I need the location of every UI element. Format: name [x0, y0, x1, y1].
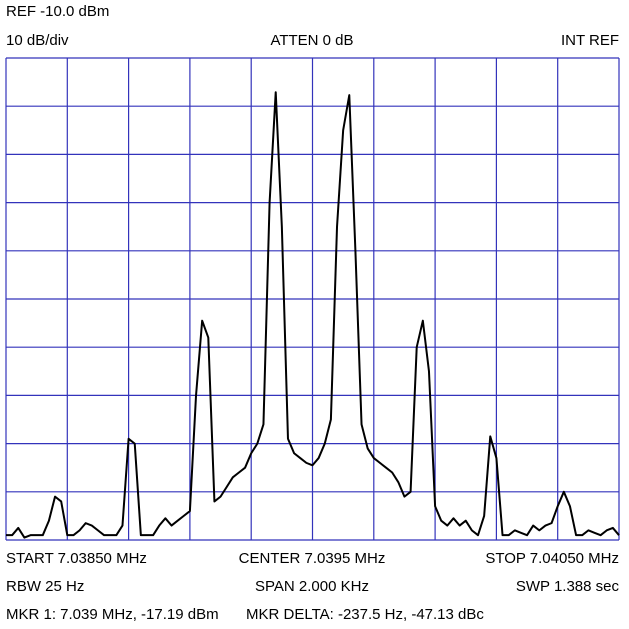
center-freq: CENTER 7.0395 MHz	[239, 550, 386, 567]
sweep: SWP 1.388 sec	[516, 578, 620, 595]
marker-delta: MKR DELTA: -237.5 Hz, -47.13 dBc	[246, 606, 484, 623]
span: SPAN 2.000 KHz	[255, 578, 369, 595]
trace	[6, 91, 620, 539]
stop-freq: STOP 7.04050 MHz	[485, 550, 619, 567]
rbw: RBW 25 Hz	[6, 578, 84, 595]
attenuation: ATTEN 0 dB	[270, 32, 353, 49]
scale: 10 dB/div	[6, 32, 69, 49]
ref-level: REF -10.0 dBm	[6, 3, 109, 20]
reference: INT REF	[561, 32, 619, 49]
start-freq: START 7.03850 MHz	[6, 550, 147, 567]
marker: MKR 1: 7.039 MHz, -17.19 dBm	[6, 606, 219, 623]
